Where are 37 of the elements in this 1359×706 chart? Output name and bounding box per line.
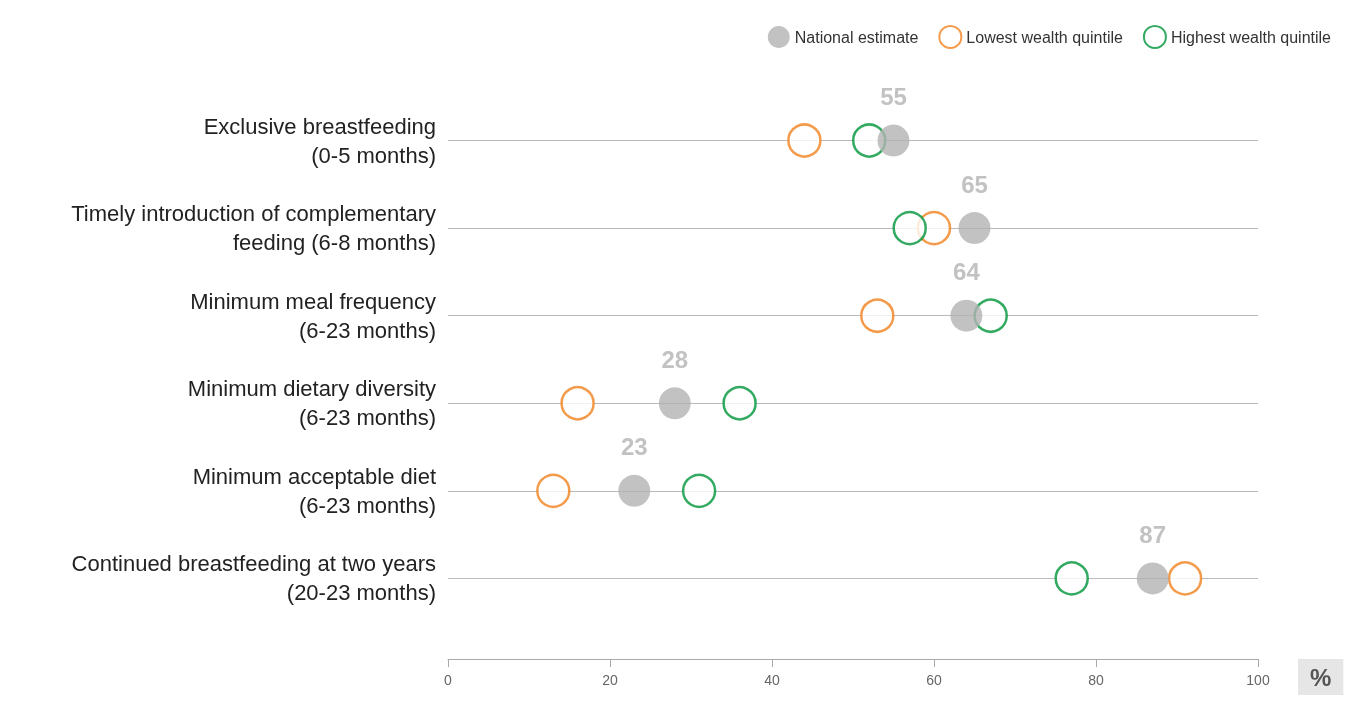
data-label: 55 — [880, 83, 907, 111]
legend-label: Lowest wealth quintile — [966, 28, 1124, 46]
x-tick-label: 100 — [1246, 672, 1270, 688]
y-tick-label: Minimum meal frequency (6-23 months) — [190, 288, 436, 343]
point — [860, 298, 895, 333]
legend-label: Highest wealth quintile — [1170, 28, 1332, 46]
y-tick-label: Continued breastfeeding at two years (20-23 months) — [71, 551, 436, 606]
point — [536, 473, 571, 509]
point — [560, 386, 595, 421]
point — [1167, 561, 1203, 596]
y-tick-label: Timely introduction of complementary feeding (6-8 months) — [71, 201, 436, 256]
data-label: 87 — [1139, 520, 1167, 548]
point — [681, 473, 717, 509]
x-tick-label: 20 — [602, 672, 618, 688]
y-tick-label: Minimum dietary diversity (6-23 months) — [187, 376, 436, 431]
point — [1136, 562, 1169, 595]
point — [877, 124, 910, 157]
data-label: 64 — [953, 258, 981, 286]
x-tick-label: 40 — [764, 672, 780, 688]
point — [958, 212, 991, 245]
point — [722, 386, 757, 421]
x-tick-label: 60 — [926, 672, 942, 688]
point — [892, 210, 927, 246]
point — [618, 474, 651, 507]
data-label: 28 — [661, 345, 689, 373]
point — [787, 123, 822, 158]
y-tick-label: Exclusive breastfeeding (0-5 months) — [203, 113, 436, 168]
legend-label: National estimate — [794, 28, 919, 46]
x-axis-title: % — [1310, 663, 1332, 691]
point — [950, 299, 983, 332]
x-tick-label: 80 — [1088, 672, 1104, 688]
y-tick-label: Minimum acceptable diet (6-23 months) — [192, 463, 436, 518]
point — [658, 387, 691, 420]
x-tick-label: 0 — [444, 672, 453, 688]
data-label: 65 — [961, 170, 988, 198]
point — [1054, 561, 1089, 596]
data-label: 23 — [620, 433, 648, 461]
